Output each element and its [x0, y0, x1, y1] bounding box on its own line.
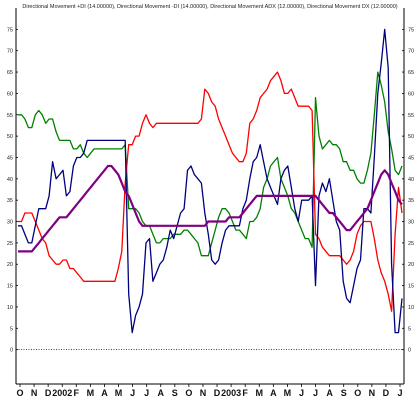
y-tick-label-right: 25 [408, 241, 414, 247]
x-tick-label: J [299, 388, 304, 398]
y-tick-label-right: 75 [408, 27, 414, 33]
y-tick-label-left: 30 [7, 220, 13, 226]
y-tick-label-right: 5 [408, 326, 411, 332]
x-axis-labels: O N D 2002 F M A M J J A S O N D 2003 F M A M J J A S O N D J [16, 384, 403, 398]
y-tick-label-left: 45 [7, 155, 13, 161]
y-tick-label-right: 10 [408, 305, 414, 311]
series-line-2 [18, 71, 403, 312]
y-tick-label-right: 35 [408, 198, 414, 204]
x-tick-label: M [87, 388, 95, 398]
x-tick-label: A [101, 388, 108, 398]
y-tick-label-left: 70 [7, 49, 13, 55]
x-tick-label: J [313, 388, 318, 398]
x-tick-label: O [185, 388, 192, 398]
y-tick-label-right: 65 [408, 70, 414, 76]
x-tick-label: N [31, 388, 38, 398]
x-tick-label: D [45, 388, 52, 398]
x-tick-label: M [284, 388, 292, 398]
x-tick-label: J [144, 388, 149, 398]
y-tick-label-right: 60 [408, 91, 414, 97]
y-tick-label-left: 15 [7, 284, 13, 290]
x-tick-label: S [172, 388, 178, 398]
y-tick-label-left: 65 [7, 70, 13, 76]
series-line-3 [18, 28, 403, 334]
y-tick-label-left: 60 [7, 91, 13, 97]
y-tick-label-right: 15 [408, 284, 414, 290]
y-tick-label-left: 75 [7, 27, 13, 33]
y-tick-label-right: 70 [408, 49, 414, 55]
x-tick-label: M [115, 388, 123, 398]
y-tick-label-right: 45 [408, 155, 414, 161]
x-tick-label: N [369, 388, 376, 398]
y-tick-label-left: 10 [7, 305, 13, 311]
y-tick-label-right: 20 [408, 262, 414, 268]
x-tick-label: S [341, 388, 347, 398]
y-axis-left-ticks: 0 5 10 15 20 25 30 35 40 45 50 55 60 65 70 75 [7, 27, 18, 354]
y-tick-label-right: 0 [408, 348, 411, 354]
x-tick-label: N [200, 388, 207, 398]
x-tick-label: A [157, 388, 164, 398]
y-tick-label-left: 40 [7, 177, 13, 183]
y-tick-label-left: 25 [7, 241, 13, 247]
y-tick-label-left: 50 [7, 134, 13, 140]
x-tick-label: A [270, 388, 277, 398]
x-tick-label: D [214, 388, 221, 398]
x-tick-label: 2003 [221, 388, 241, 398]
y-tick-label-right: 30 [408, 220, 414, 226]
y-tick-label-right: 55 [408, 113, 414, 119]
chart-title: Directional Movement +DI (14.00000), Dir… [22, 4, 397, 10]
y-tick-label-right: 50 [408, 134, 414, 140]
y-tick-label-left: 35 [7, 198, 13, 204]
x-tick-label: 2002 [52, 388, 72, 398]
series-line-4 [18, 164, 403, 253]
y-tick-label-right: 40 [408, 177, 414, 183]
x-tick-label: O [354, 388, 361, 398]
series-lines [18, 28, 403, 334]
x-tick-label: J [397, 388, 402, 398]
y-axis-right-ticks: 0 5 10 15 20 25 30 35 40 45 50 55 60 65 70 75 [402, 27, 414, 354]
x-tick-label: D [383, 388, 390, 398]
y-tick-label-left: 20 [7, 262, 13, 268]
y-tick-label-left: 5 [10, 326, 13, 332]
y-tick-label-left: 55 [7, 113, 13, 119]
x-tick-label: O [16, 388, 23, 398]
x-tick-label: F [242, 388, 248, 398]
y-tick-label-left: 0 [10, 348, 13, 354]
x-tick-label: A [326, 388, 333, 398]
x-tick-label: J [130, 388, 135, 398]
x-tick-label: F [74, 388, 80, 398]
x-tick-label: M [256, 388, 264, 398]
